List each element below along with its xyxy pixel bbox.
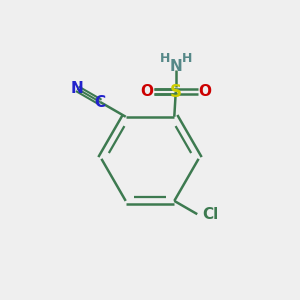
Text: O: O (141, 84, 154, 99)
Text: N: N (71, 81, 84, 96)
Text: O: O (198, 84, 211, 99)
Text: H: H (182, 52, 192, 65)
Text: Cl: Cl (202, 207, 219, 222)
Text: S: S (170, 83, 182, 101)
Text: C: C (94, 94, 106, 110)
Text: N: N (169, 59, 182, 74)
Text: H: H (159, 52, 170, 65)
